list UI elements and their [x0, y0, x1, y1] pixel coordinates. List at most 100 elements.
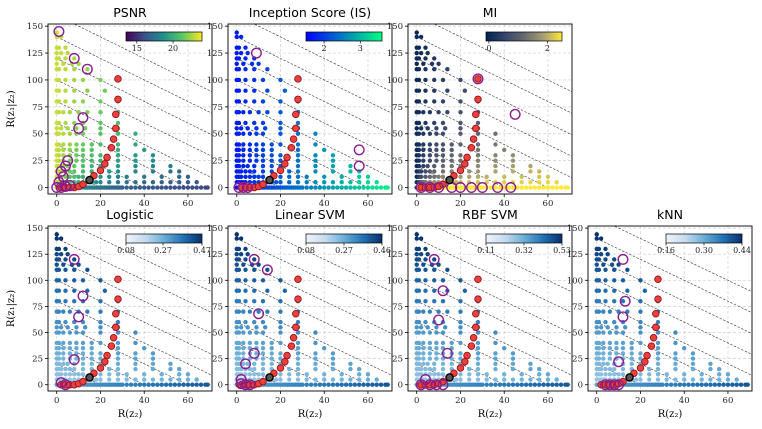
highlight-ring: [619, 295, 631, 307]
scatter-point: [339, 185, 344, 190]
scatter-point: [265, 309, 270, 314]
frontier-point: [112, 124, 120, 133]
highlight-ring: [59, 180, 71, 192]
scatter-point: [56, 66, 62, 72]
scatter-point: [445, 66, 450, 72]
frontier-point: [472, 309, 480, 318]
scatter-point: [515, 382, 520, 387]
scatter-point: [67, 345, 73, 351]
scatter-point: [159, 377, 164, 382]
scatter-point: [427, 147, 433, 153]
scatter-point: [440, 142, 446, 147]
scatter-point: [357, 366, 362, 372]
scatter-point: [254, 131, 259, 136]
scatter-point: [497, 382, 503, 387]
scatter-point: [475, 174, 481, 179]
scatter-point: [304, 185, 309, 190]
scatter-point: [458, 319, 463, 325]
scatter-point: [124, 174, 129, 179]
scatter-point: [434, 158, 439, 163]
iso-line: [236, 238, 392, 314]
highlight-ring: [235, 378, 247, 390]
scatter-point: [236, 330, 242, 335]
scatter-point: [243, 45, 248, 50]
highlight-ring: [353, 160, 365, 172]
x-tick-label: 40: [319, 199, 330, 209]
scatter-point: [418, 236, 424, 241]
scatter-point: [287, 377, 292, 382]
scatter-point: [115, 131, 121, 136]
scatter-point: [467, 174, 472, 179]
scatter-point: [629, 340, 634, 346]
scatter-point: [541, 185, 546, 190]
scatter-point: [440, 361, 446, 367]
frontier-point: [79, 377, 87, 386]
scatter-point: [252, 267, 257, 273]
frontier-point: [472, 124, 480, 133]
y-tick-label: 75: [392, 103, 403, 113]
frontier-point: [103, 153, 111, 162]
scatter-point: [603, 246, 608, 252]
scatter-point: [58, 251, 64, 257]
highlight-ring: [68, 354, 80, 366]
scatter-point: [370, 185, 375, 190]
scatter-point: [241, 61, 246, 67]
scatter-point: [98, 325, 103, 330]
scatter-point: [146, 382, 151, 387]
highlight-ring: [437, 379, 449, 391]
scatter-point: [56, 361, 62, 367]
scatter-point: [378, 382, 384, 387]
scatter-point: [252, 319, 257, 325]
scatter-point: [80, 340, 86, 346]
scatter-point: [245, 325, 250, 330]
scatter-point: [434, 153, 439, 158]
iso-line: [596, 300, 752, 376]
plot-area: [228, 24, 392, 194]
scatter-point: [256, 174, 261, 179]
scatter-point: [236, 163, 242, 169]
scatter-point: [528, 366, 533, 372]
scatter-point: [236, 66, 242, 72]
scatter-point: [427, 142, 433, 147]
x-tick-label: 20: [635, 396, 646, 406]
scatter-point: [238, 236, 244, 241]
scatter-point: [102, 88, 108, 93]
scatter-point: [63, 257, 68, 262]
scatter-point: [725, 377, 731, 382]
scatter-point: [414, 262, 419, 267]
scatter-point: [620, 278, 626, 283]
scatter-point: [603, 257, 608, 262]
scatter-point: [612, 288, 617, 293]
scatter-point: [278, 179, 283, 185]
scatter-point: [241, 340, 246, 346]
scatter-point: [537, 174, 542, 179]
scatter-point: [65, 251, 70, 257]
scatter-point: [418, 169, 424, 174]
scatter-point: [488, 382, 494, 387]
scatter-point: [427, 351, 433, 356]
scatter-point: [603, 267, 608, 273]
scatter-point: [98, 174, 103, 179]
scatter-point: [416, 56, 422, 61]
scatter-point: [682, 382, 687, 387]
scatter-point: [247, 110, 253, 115]
scatter-point: [427, 366, 433, 372]
scatter-point: [436, 309, 441, 314]
scatter-point: [326, 185, 331, 190]
scatter-point: [313, 169, 318, 174]
scatter-point: [80, 351, 86, 356]
panel-title: Logistic: [106, 207, 154, 222]
scatter-point: [647, 372, 652, 377]
scatter-point: [493, 169, 498, 174]
scatter-point: [348, 377, 353, 382]
scatter-point: [56, 298, 62, 304]
scatter-point: [690, 356, 696, 361]
scatter-point: [313, 361, 318, 367]
panel-linear-svm: Linear SVM 0 20 40 60 0 25 50 75 100 125 150 R(z₂) 0.…: [207, 207, 393, 420]
scatter-point: [304, 382, 309, 387]
scatter-point: [98, 278, 103, 283]
scatter-point: [304, 377, 309, 382]
scatter-point: [620, 351, 626, 356]
frontier-point: [292, 309, 300, 318]
scatter-point: [664, 372, 669, 377]
